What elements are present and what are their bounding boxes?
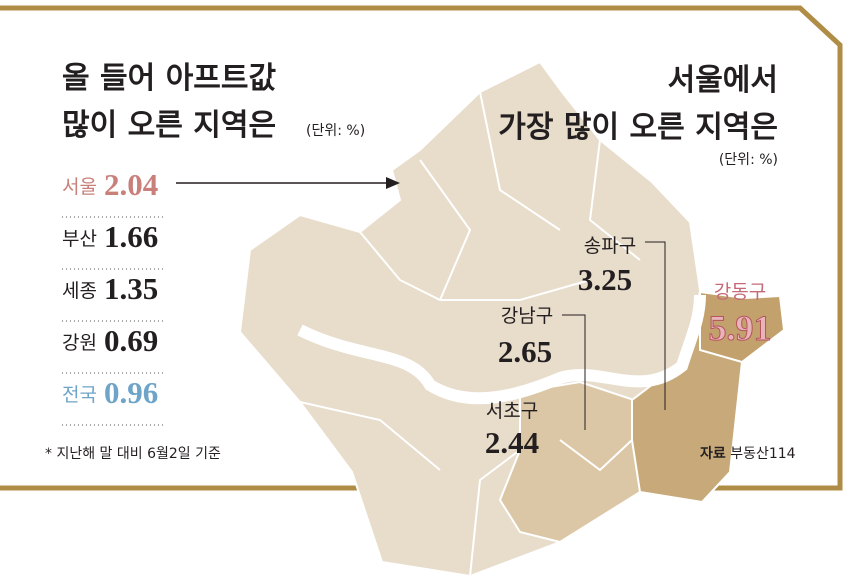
row-value: 0.69	[104, 323, 158, 358]
row-name: 서울	[62, 176, 97, 198]
row-value: 2.04	[104, 167, 158, 202]
district-name: 강남구	[501, 305, 553, 327]
seoul-map	[238, 60, 786, 578]
row-name: 부산	[62, 228, 97, 250]
row-value: 0.96	[104, 375, 158, 410]
arrow-head	[386, 177, 400, 189]
row-name: 강원	[62, 332, 97, 354]
row-name: 세종	[62, 280, 97, 302]
leader-line	[645, 241, 666, 410]
left-title: 올 들어 아프트값	[62, 61, 276, 96]
district-name: 강동구	[714, 281, 766, 303]
source: 자료 부동산114	[700, 446, 796, 462]
source-text: 부동산114	[730, 446, 795, 462]
district-value: 2.44	[485, 425, 539, 460]
row-name: 전국	[62, 384, 97, 406]
left-unit: (단위: %)	[306, 123, 365, 139]
note: * 지난해 말 대비 6월2일 기준	[45, 446, 221, 462]
district-value: 3.25	[578, 262, 632, 297]
right-title: 가장 많이 오른 지역은	[498, 110, 778, 145]
row-value: 1.35	[104, 271, 158, 306]
left-title: 많이 오른 지역은	[62, 108, 276, 143]
leader-line	[562, 314, 586, 430]
right-title: 서울에서	[668, 63, 778, 98]
district-name: 송파구	[584, 235, 636, 257]
source-label: 자료	[700, 446, 726, 462]
district-value: 5.91	[709, 308, 772, 348]
right-unit: (단위: %)	[719, 152, 778, 168]
district-name: 서초구	[486, 400, 538, 422]
district-value: 2.65	[498, 334, 552, 369]
row-value: 1.66	[104, 219, 158, 254]
